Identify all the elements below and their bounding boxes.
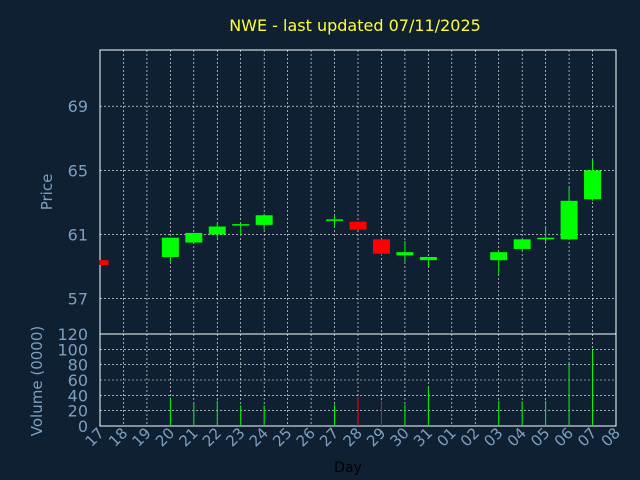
volume-tick-label: 20	[68, 402, 88, 421]
candle-body	[537, 237, 555, 240]
volume-tick-label: 120	[57, 325, 88, 344]
day-tick-label: 02	[457, 424, 483, 450]
price-tick-label: 65	[68, 161, 88, 180]
candle-body	[208, 226, 226, 235]
price-tick-label: 61	[68, 226, 88, 245]
price-axis-label: Price	[38, 174, 56, 211]
day-tick-label: 22	[199, 424, 225, 450]
day-tick-label: 28	[340, 424, 366, 450]
volume-tick-label: 100	[57, 340, 88, 359]
day-tick-label: 21	[175, 424, 201, 450]
day-tick-label: 20	[152, 424, 178, 450]
day-tick-label: 25	[269, 424, 295, 450]
x-axis: 1718192021222324252627282930310102030405…	[82, 424, 624, 450]
candle-body	[584, 170, 602, 200]
day-tick-label: 30	[387, 424, 413, 450]
volume-tick-label: 0	[78, 417, 88, 436]
volume-axis-label: Volume (0000)	[28, 326, 46, 436]
day-tick-label: 26	[293, 424, 319, 450]
candle-body	[161, 237, 179, 257]
day-tick-label: 01	[433, 424, 459, 450]
candle-body	[490, 252, 508, 261]
day-tick-label: 29	[363, 424, 389, 450]
candle-body	[349, 221, 367, 230]
candle-body	[560, 200, 578, 240]
volume-tick-label: 80	[68, 356, 88, 375]
day-tick-label: 03	[480, 424, 506, 450]
day-tick-label: 05	[527, 424, 553, 450]
day-tick-label: 31	[410, 424, 436, 450]
price-tick-label: 69	[68, 97, 88, 116]
day-tick-label: 19	[129, 424, 155, 450]
candle-body	[255, 215, 273, 225]
candle-body	[185, 232, 203, 243]
candle-body	[396, 252, 414, 256]
price-panel: 57 61 65 69	[68, 49, 617, 335]
day-tick-label: 07	[574, 424, 600, 450]
candle-body	[419, 256, 437, 261]
day-tick-label: 04	[504, 424, 530, 450]
day-tick-label: 18	[105, 424, 131, 450]
chart-title: NWE - last updated 07/11/2025	[229, 16, 481, 35]
volume-tick-label: 40	[68, 386, 88, 405]
day-tick-label: 06	[551, 424, 577, 450]
price-tick-label: 57	[68, 290, 88, 309]
x-axis-label: Day	[334, 460, 362, 476]
volume-tick-label: 60	[68, 371, 88, 390]
candle-body	[372, 239, 390, 254]
candle-body	[513, 239, 531, 249]
day-tick-label: 27	[316, 424, 342, 450]
day-tick-label: 08	[598, 424, 624, 450]
day-tick-label: 23	[222, 424, 248, 450]
candle-body	[100, 260, 109, 266]
day-tick-label: 24	[246, 424, 272, 450]
